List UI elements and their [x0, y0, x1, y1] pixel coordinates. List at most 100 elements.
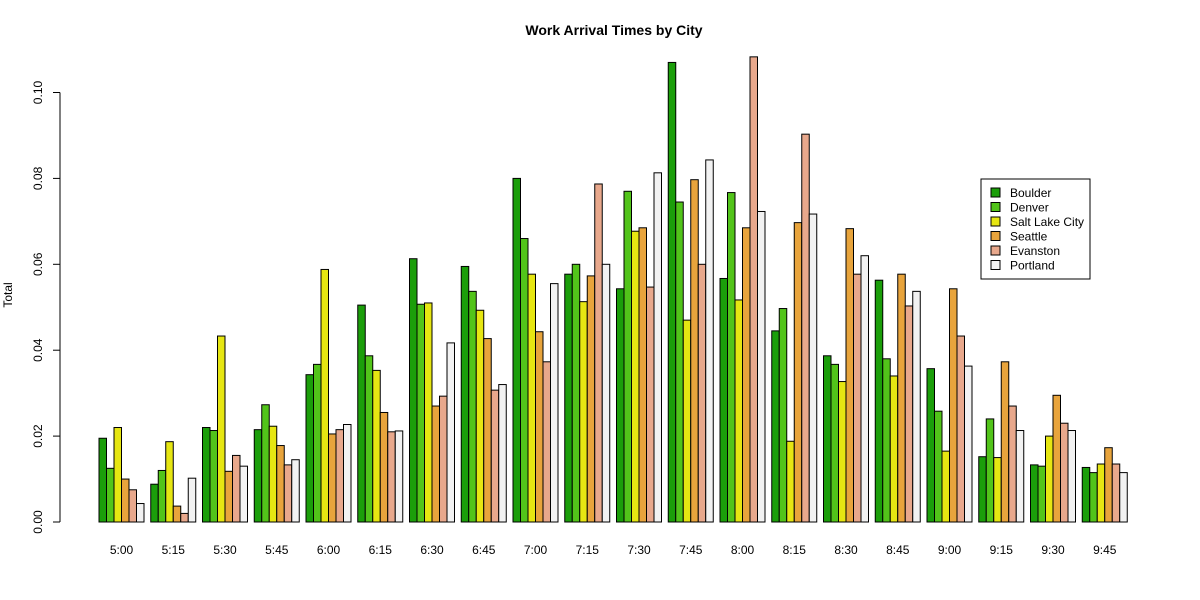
bar: [860, 255, 869, 523]
bar: [165, 441, 174, 523]
bar-group: [978, 361, 1025, 523]
bar: [276, 445, 285, 523]
bar: [490, 389, 500, 523]
bar: [638, 227, 647, 523]
bar: [1111, 463, 1121, 523]
bar: [217, 335, 226, 523]
bar: [956, 335, 965, 523]
bar: [682, 319, 692, 523]
legend-label: Portland: [1010, 259, 1055, 273]
bar: [224, 470, 233, 523]
bar: [387, 431, 396, 523]
bar: [209, 430, 218, 523]
bar: [1060, 422, 1069, 523]
bar: [535, 331, 544, 523]
bar: [468, 290, 477, 523]
bar: [1119, 472, 1128, 523]
bar: [853, 273, 862, 523]
bar-group: [460, 265, 507, 523]
bar: [742, 227, 751, 523]
bar: [623, 190, 632, 523]
bar: [845, 228, 854, 523]
bar: [268, 425, 278, 523]
bar: [934, 410, 943, 523]
x-tick-label: 5:45: [265, 543, 289, 557]
bar: [838, 381, 847, 523]
bar: [232, 454, 241, 523]
bar-groups: [98, 56, 1128, 523]
bar-group: [512, 177, 559, 523]
legend-label: Seattle: [1010, 230, 1048, 244]
legend-label: Evanston: [1010, 244, 1060, 258]
bar: [328, 433, 337, 523]
bar: [172, 505, 182, 523]
bar: [993, 457, 1002, 523]
bar: [364, 355, 374, 523]
bar: [379, 411, 389, 523]
x-tick-label: 7:45: [679, 543, 703, 557]
bar: [520, 238, 529, 523]
bar: [734, 299, 743, 523]
bar-group: [1081, 447, 1128, 523]
bar: [978, 456, 987, 523]
bar: [157, 469, 167, 523]
bar: [690, 179, 699, 523]
x-tick-label: 7:00: [524, 543, 548, 557]
x-tick-label: 5:15: [162, 543, 186, 557]
legend-swatch: [990, 216, 1001, 227]
x-tick-label: 9:15: [990, 543, 1014, 557]
x-tick-label: 5:00: [110, 543, 134, 557]
bar: [313, 363, 322, 523]
y-tick-label: 0.00: [31, 510, 45, 534]
x-tick-label: 9:00: [938, 543, 962, 557]
bar: [483, 338, 492, 523]
bar-group: [771, 133, 818, 523]
bar-group: [874, 273, 921, 523]
bar: [579, 301, 588, 523]
bar: [823, 355, 832, 523]
bar: [343, 424, 352, 523]
legend-swatch: [990, 245, 1001, 256]
bar: [1015, 430, 1025, 523]
legend-swatch: [990, 231, 1001, 241]
bar-group: [150, 441, 197, 523]
x-tick-label: 7:30: [627, 543, 651, 557]
legend-swatch: [990, 260, 1001, 270]
bar: [283, 464, 293, 523]
bar: [705, 159, 714, 523]
bar: [394, 430, 404, 523]
bar: [1008, 405, 1017, 523]
legend-label: Denver: [1010, 201, 1049, 215]
bar: [786, 440, 795, 523]
bar: [616, 288, 625, 523]
x-tick-label: 6:00: [317, 543, 341, 557]
bar: [675, 201, 684, 523]
bar: [653, 172, 662, 523]
bar: [253, 429, 263, 523]
y-tick-label: 0.06: [31, 252, 45, 276]
bar: [882, 358, 891, 523]
bar-group: [667, 61, 714, 523]
bar: [291, 459, 300, 523]
bar: [150, 483, 159, 523]
y-tick-label: 0.10: [31, 80, 45, 104]
bar: [941, 450, 950, 523]
legend-label: Salt Lake City: [1010, 215, 1084, 229]
bar-group: [823, 228, 869, 523]
bar: [335, 429, 344, 523]
bar-group: [409, 258, 455, 523]
y-tick-label: 0.02: [31, 424, 45, 448]
bar: [424, 302, 433, 523]
bar: [793, 222, 803, 523]
bar: [113, 427, 122, 523]
x-tick-label: 8:45: [886, 543, 910, 557]
bar: [897, 273, 906, 523]
bar: [1067, 430, 1076, 523]
bar: [985, 418, 995, 523]
bar: [136, 503, 145, 523]
bar-group: [926, 288, 973, 523]
bar-group: [305, 268, 352, 523]
x-tick-label: 6:30: [420, 543, 444, 557]
bar: [1089, 472, 1098, 523]
